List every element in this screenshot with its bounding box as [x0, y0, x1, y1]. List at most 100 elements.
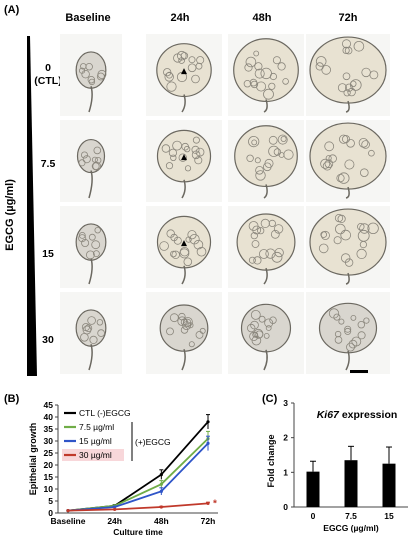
lobule [338, 318, 345, 325]
y-tick-label: 45 [44, 400, 54, 410]
lobule [357, 229, 370, 242]
legend-highlight [62, 449, 124, 461]
gland-stalk [88, 344, 93, 371]
lobule [96, 319, 104, 326]
lobule [85, 250, 95, 260]
lobule [81, 70, 90, 79]
lobule [277, 134, 288, 145]
lobule [170, 154, 177, 161]
arrowhead-marker [181, 68, 187, 75]
x-tick-label: 15 [384, 511, 394, 521]
y-tick-label: 40 [44, 412, 54, 422]
chart-title-rest: expression [339, 409, 397, 421]
column-header-baseline: Baseline [65, 12, 111, 24]
lobule [340, 229, 351, 241]
gland-drawing [156, 215, 212, 285]
lobule [254, 157, 261, 164]
gland-drawing [233, 38, 299, 113]
lobule [363, 317, 370, 324]
lobule [334, 214, 344, 223]
gland-drawing [309, 122, 387, 199]
data-point [159, 473, 163, 477]
lobule [255, 170, 266, 181]
lobule [78, 234, 87, 243]
gland-drawing [236, 213, 296, 285]
lobule [343, 89, 351, 97]
lobule [359, 168, 369, 177]
gland-stalk [263, 184, 268, 199]
lobule [258, 315, 266, 323]
lobule [164, 72, 174, 82]
arrowhead-marker [181, 240, 187, 247]
y-tick-label: 15 [44, 472, 54, 482]
y-tick-label: 0 [283, 502, 288, 512]
lobule [357, 321, 365, 329]
legend-label-0: CTL (-)EGCG [79, 408, 131, 418]
lobule [248, 221, 259, 231]
data-point [206, 441, 210, 445]
gland-drawing [156, 43, 212, 113]
data-point [159, 482, 163, 486]
gland-outline [236, 213, 296, 271]
lobule [255, 165, 264, 175]
data-point [159, 505, 163, 509]
lobule [342, 72, 351, 81]
lobule [334, 330, 342, 338]
gland-stalk [181, 179, 186, 199]
lobule [270, 229, 280, 239]
lobule [265, 325, 272, 331]
lobule [346, 342, 355, 352]
gland-drawing [234, 125, 298, 199]
gland-stalk [345, 272, 350, 285]
lobule [166, 81, 177, 92]
lobule [250, 320, 259, 330]
lobule [169, 313, 179, 323]
x-tick-label: 0 [311, 511, 316, 521]
chart-title: Ki67 expression [317, 409, 398, 421]
lobule [189, 234, 200, 245]
row-label-1: 7.5 [28, 158, 68, 171]
gland-stalk [263, 267, 268, 285]
column-header-24h: 24h [170, 12, 190, 24]
lobule [170, 250, 177, 258]
lobule [183, 318, 192, 327]
lobule [315, 62, 324, 71]
y-tick-label: 0 [48, 508, 53, 518]
gland-drawing [75, 51, 107, 113]
lobule [268, 135, 278, 145]
x-tick-label: 24h [107, 516, 122, 526]
lobule [349, 79, 362, 91]
micrograph-r3-c0 [60, 292, 122, 374]
lobule [191, 145, 200, 154]
lobule [369, 70, 379, 80]
y-tick-label: 5 [48, 496, 53, 506]
lobule [350, 314, 357, 321]
gland-outline [75, 223, 107, 261]
row-label-3: 30 [28, 334, 68, 347]
lobule [268, 219, 276, 227]
lobule [94, 227, 101, 234]
lobule [89, 335, 98, 345]
lobule [273, 224, 284, 234]
lobule [320, 230, 330, 240]
lobule [351, 336, 362, 347]
gland-outline [309, 122, 387, 190]
lobule [353, 41, 365, 52]
lobule [250, 309, 261, 320]
lobule [177, 316, 188, 327]
lobule [97, 329, 105, 337]
lobule [192, 136, 200, 144]
lobule [257, 227, 265, 235]
egcg-axis-title-wrap: EGCG (µg/ml) [0, 155, 20, 275]
legend-label-1: 7.5 µg/ml [79, 422, 114, 432]
lobule [338, 172, 350, 184]
series-line-3 [67, 502, 209, 512]
lobule [344, 327, 352, 335]
y-axis-label: Fold change [266, 434, 276, 487]
lobule [165, 71, 173, 79]
lobule [96, 72, 105, 81]
micrograph-r2-c3 [306, 206, 390, 288]
gland-stalk [263, 99, 268, 113]
lobule [263, 88, 274, 100]
lobule [259, 249, 269, 259]
